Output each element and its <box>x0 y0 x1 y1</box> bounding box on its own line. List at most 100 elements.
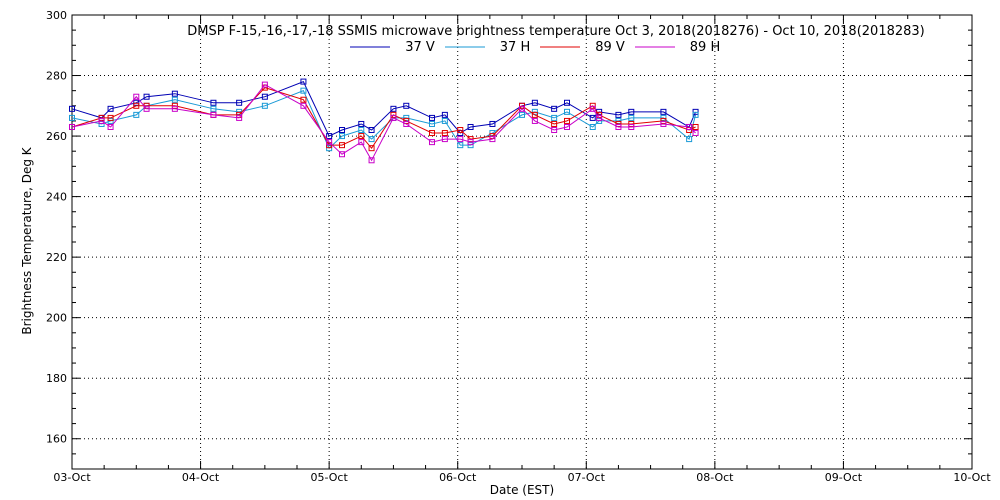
chart-title: DMSP F-15,-16,-17,-18 SSMIS microwave br… <box>187 24 925 39</box>
data-point <box>69 105 75 112</box>
x-tick-label: 09-Oct <box>825 471 863 484</box>
x-tick-label: 05-Oct <box>310 471 348 484</box>
x-tick-label: 07-Oct <box>568 471 606 484</box>
data-point <box>107 123 114 130</box>
data-point <box>628 108 635 115</box>
data-point <box>300 87 307 94</box>
data-point <box>403 117 410 124</box>
data-point <box>489 120 496 127</box>
x-tick-label: 06-Oct <box>439 471 477 484</box>
data-point <box>133 93 140 100</box>
legend-label: 89 H <box>690 40 720 55</box>
data-point <box>368 127 375 134</box>
data-point <box>358 139 365 146</box>
data-point <box>390 105 397 112</box>
data-point <box>531 117 538 124</box>
data-point <box>133 99 140 106</box>
y-tick-label: 220 <box>46 251 67 264</box>
data-point <box>171 90 178 97</box>
data-point <box>107 105 114 112</box>
y-tick-label: 180 <box>46 372 67 385</box>
series-line <box>71 90 697 150</box>
data-point <box>467 142 474 149</box>
data-point <box>69 123 75 130</box>
data-point <box>261 93 268 100</box>
data-point <box>564 123 570 130</box>
data-point <box>133 102 140 109</box>
data-point <box>403 102 410 109</box>
data-point <box>489 136 496 143</box>
data-point <box>596 114 603 121</box>
y-tick-label: 200 <box>46 312 67 325</box>
series-line <box>71 87 696 150</box>
data-point <box>519 105 525 112</box>
data-point <box>339 127 345 134</box>
y-axis-label: Brightness Temperature, Deg K <box>20 146 34 334</box>
data-point <box>441 111 448 118</box>
legend-label: 89 V <box>595 40 625 55</box>
data-point <box>615 120 622 127</box>
data-point <box>551 120 558 127</box>
tick-labels: 03-Oct 04-Oct 05-Oct 06-Oct 07-Oct 08-Oct 09-O… <box>46 9 991 484</box>
data-point <box>551 114 558 121</box>
data-point <box>615 111 622 118</box>
data-point <box>403 120 410 127</box>
data-point <box>358 133 365 140</box>
data-point <box>457 136 464 143</box>
y-tick-label: 280 <box>46 70 67 83</box>
data-point <box>210 99 217 106</box>
data-point <box>692 130 699 137</box>
data-point <box>692 111 699 118</box>
data-point <box>261 81 268 88</box>
series-89-h <box>69 81 699 164</box>
data-point <box>519 111 525 118</box>
data-point <box>236 99 243 106</box>
data-point <box>467 123 474 130</box>
data-point <box>326 145 333 152</box>
data-point <box>686 123 693 130</box>
data-point <box>390 114 397 121</box>
data-point <box>358 120 365 127</box>
data-point <box>589 114 596 121</box>
data-point <box>326 139 333 146</box>
data-point <box>143 105 150 112</box>
data-point <box>171 105 178 112</box>
data-point <box>551 127 558 134</box>
data-point <box>300 96 307 103</box>
data-point <box>531 111 538 118</box>
y-tick-label: 240 <box>46 191 67 204</box>
data-point <box>441 130 448 137</box>
data-point <box>429 139 435 146</box>
x-tick-label: 03-Oct <box>53 471 91 484</box>
data-point <box>589 123 596 130</box>
data-point <box>457 127 464 134</box>
x-tick-label: 04-Oct <box>182 471 220 484</box>
data-point <box>589 105 596 112</box>
legend-label: 37 V <box>405 40 435 55</box>
y-tick-label: 260 <box>46 130 67 143</box>
series-37-h <box>69 87 699 152</box>
legend-label: 37 H <box>500 40 530 55</box>
grid-lines <box>72 15 972 469</box>
data-point <box>98 117 105 124</box>
y-tick-label: 160 <box>46 433 67 446</box>
data-point <box>107 117 114 124</box>
data-point <box>107 114 114 121</box>
series-layer <box>69 78 699 164</box>
data-point <box>210 105 217 112</box>
data-point <box>628 123 635 130</box>
data-point <box>628 114 635 121</box>
data-point <box>300 102 307 109</box>
legend: 37 V 37 H 89 V 89 H <box>350 40 720 55</box>
data-point <box>368 145 375 152</box>
data-point <box>339 133 345 140</box>
data-point <box>339 151 345 158</box>
data-point <box>660 108 667 115</box>
y-tick-label: 300 <box>46 9 67 22</box>
data-point <box>441 117 448 124</box>
data-point <box>692 123 699 130</box>
data-point <box>429 114 435 121</box>
data-point <box>467 139 474 146</box>
data-point <box>564 99 570 106</box>
data-point <box>564 108 570 115</box>
